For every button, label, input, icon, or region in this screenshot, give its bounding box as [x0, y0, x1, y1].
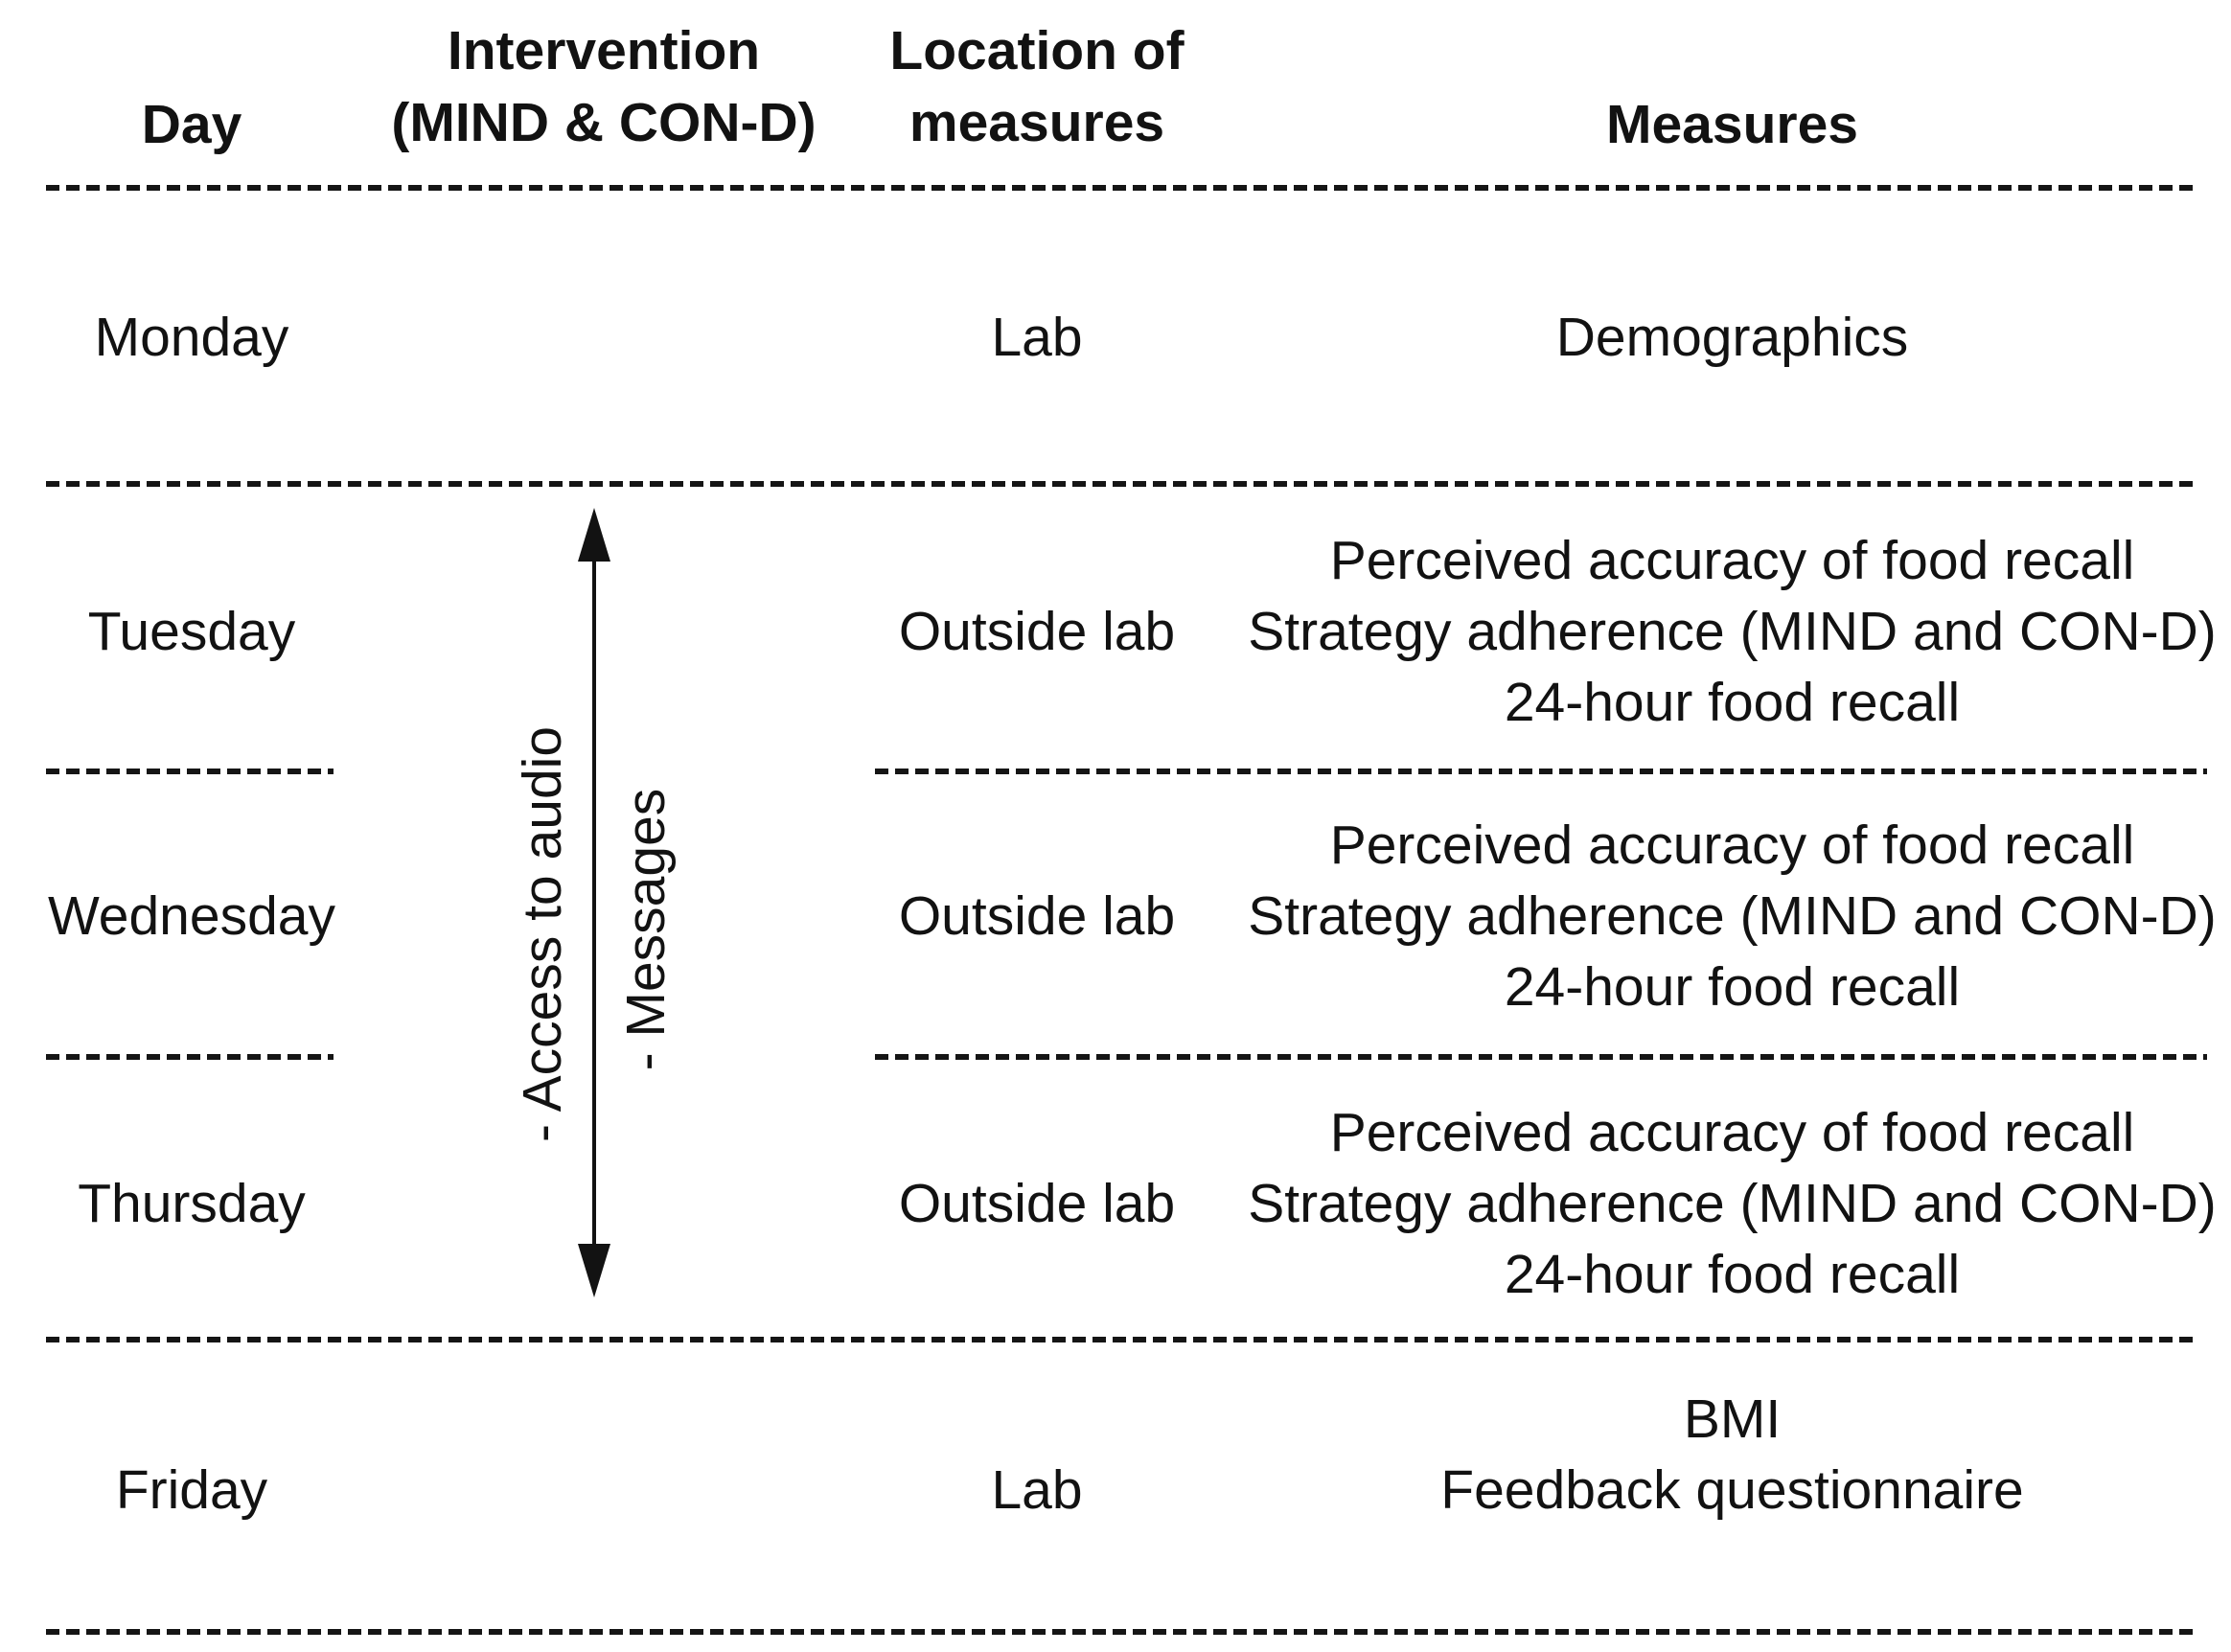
measure-line: 24-hour food recall — [1504, 1244, 1961, 1305]
measure-line: Feedback questionnaire — [1440, 1459, 2024, 1521]
row-tuesday-day: Tuesday — [87, 601, 296, 662]
header-separator — [46, 185, 2195, 191]
col-header-location: Location of measures — [843, 15, 1230, 159]
thursday-friday-separator — [46, 1337, 2195, 1342]
row-thursday-day: Thursday — [78, 1173, 306, 1234]
wednesday-thursday-separator-right — [875, 1054, 2207, 1060]
measure-line: 24-hour food recall — [1504, 672, 1961, 733]
bottom-separator — [46, 1629, 2195, 1635]
col-header-intervention: Intervention (MIND & CON-D) — [316, 15, 891, 159]
row-wednesday-location: Outside lab — [898, 885, 1176, 947]
row-friday-measures: BMI Feedback questionnaire — [1236, 1384, 2228, 1526]
monday-separator — [46, 481, 2195, 487]
col-header-measures-label: Measures — [1606, 94, 1858, 155]
intervention-span-arrow — [578, 508, 610, 1297]
row-wednesday-measures: Perceived accuracy of food recall Strate… — [1236, 810, 2228, 1022]
row-friday-location: Lab — [991, 1459, 1083, 1521]
row-tuesday-measures: Perceived accuracy of food recall Strate… — [1236, 525, 2228, 738]
measure-line: Perceived accuracy of food recall — [1329, 530, 2135, 591]
col-header-day-label: Day — [141, 94, 242, 155]
col-header-intervention-line1: Intervention — [447, 20, 761, 81]
col-header-location-line1: Location of — [889, 20, 1184, 81]
wednesday-thursday-separator-day — [46, 1054, 334, 1060]
access-to-audio-label: - Access to audio — [512, 725, 573, 1143]
measure-line: Strategy adherence (MIND and CON-D) — [1248, 1173, 2217, 1234]
row-thursday-location: Outside lab — [898, 1173, 1176, 1234]
measure-line: Strategy adherence (MIND and CON-D) — [1248, 601, 2217, 662]
measure-line: Strategy adherence (MIND and CON-D) — [1248, 885, 2217, 947]
col-header-day: Day — [38, 96, 345, 153]
tuesday-wednesday-separator-day — [46, 769, 334, 774]
col-header-measures: Measures — [1236, 96, 2228, 153]
row-friday-day: Friday — [115, 1459, 268, 1521]
measure-line: BMI — [1683, 1388, 1782, 1450]
tuesday-wednesday-separator-right — [875, 769, 2207, 774]
col-header-intervention-line2: (MIND & CON-D) — [391, 92, 816, 153]
messages-label: - Messages — [615, 788, 677, 1071]
row-thursday-measures: Perceived accuracy of food recall Strate… — [1236, 1097, 2228, 1310]
row-tuesday-location: Outside lab — [898, 601, 1176, 662]
row-wednesday-day: Wednesday — [48, 885, 335, 947]
col-header-location-line2: measures — [908, 92, 1165, 153]
row-monday-location: Lab — [991, 307, 1083, 368]
row-monday-measures: Demographics — [1555, 307, 1909, 368]
measure-line: Perceived accuracy of food recall — [1329, 1102, 2135, 1163]
measure-line: Perceived accuracy of food recall — [1329, 815, 2135, 876]
measure-line: 24-hour food recall — [1504, 956, 1961, 1018]
row-monday-day: Monday — [94, 307, 289, 368]
